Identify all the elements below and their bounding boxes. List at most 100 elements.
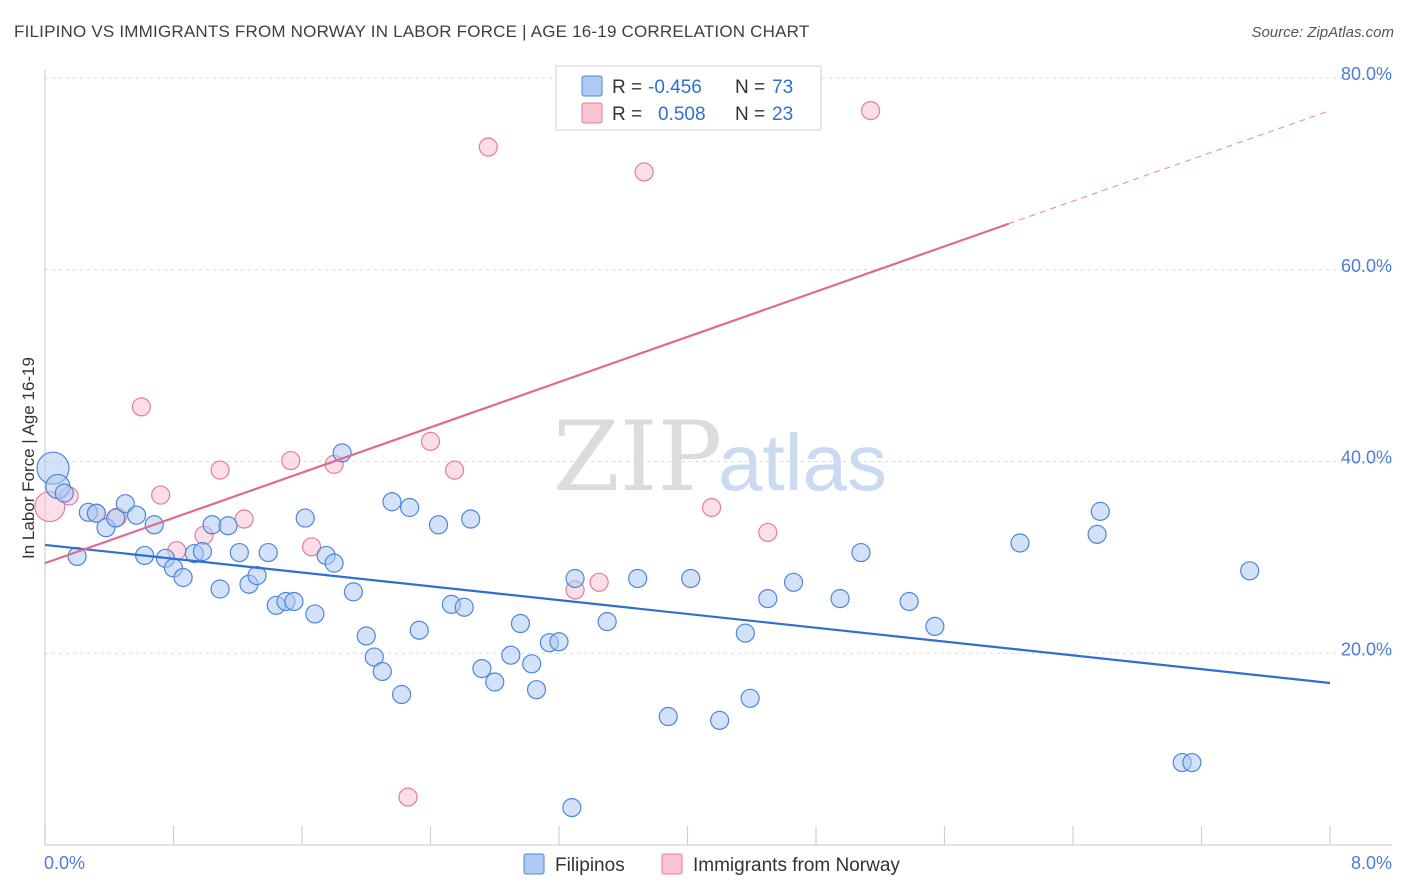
norway-point <box>758 522 778 543</box>
legend-n-label-norway: N = <box>735 104 765 125</box>
y-tick-label-40: 40.0% <box>1341 448 1392 468</box>
filipinos-point <box>258 542 278 563</box>
gridlines <box>45 77 1392 654</box>
filipinos-point <box>783 572 804 592</box>
filipinos-point <box>54 483 74 503</box>
legend-swatch-norway <box>581 102 603 124</box>
filipinos-point <box>115 494 135 514</box>
filipinos-point <box>472 658 492 679</box>
filipinos-point <box>305 604 325 624</box>
filipinos-point <box>372 661 392 682</box>
filipinos-point <box>1240 561 1260 581</box>
y-tick-label-80: 80.0% <box>1341 64 1392 84</box>
filipinos-point <box>710 710 730 730</box>
filipinos-point <box>851 542 871 563</box>
filipinos-point <box>565 568 585 589</box>
filipinos-point <box>126 505 147 525</box>
filipinos-point <box>501 645 521 665</box>
series-legend: Filipinos Immigrants from Norway <box>523 853 900 876</box>
norway-point <box>210 460 230 480</box>
bottom-legend-swatch-filipinos <box>523 853 545 875</box>
norway-point <box>478 137 498 157</box>
filipinos-point <box>409 620 429 640</box>
y-axis-label: In Labor Force | Age 16-19 <box>19 357 38 559</box>
filipinos-point <box>343 582 363 602</box>
filipinos-point <box>628 568 648 589</box>
filipinos-point <box>549 632 569 652</box>
filipinos-point <box>210 579 230 599</box>
norway-point <box>302 537 322 557</box>
bottom-legend-label-filipinos: Filipinos <box>555 855 625 876</box>
correlation-legend: R = -0.456 N = 73 R = 0.508 N = 23 <box>555 65 822 131</box>
filipinos-point <box>284 591 304 612</box>
watermark: ZIP atlas <box>553 401 887 513</box>
trend-line-filipinos <box>44 543 1331 685</box>
filipinos-point <box>562 798 582 818</box>
filipinos-point <box>597 612 617 632</box>
filipinos-point <box>925 616 945 637</box>
filipinos-point <box>740 688 760 708</box>
chart-title: FILIPINO VS IMMIGRANTS FROM NORWAY IN LA… <box>14 22 810 41</box>
norway-point <box>234 509 254 529</box>
filipinos-point <box>202 515 222 535</box>
legend-r-value-filipinos: -0.456 <box>648 77 702 98</box>
norway-point <box>151 485 171 505</box>
chart-source: Source: ZipAtlas.com <box>1251 24 1394 41</box>
filipinos-point <box>899 591 919 612</box>
legend-n-value-filipinos: 73 <box>772 77 793 98</box>
norway-point <box>861 100 881 121</box>
x-tick-label-max: 8.0% <box>1351 853 1392 873</box>
bottom-legend-swatch-norway <box>661 853 683 875</box>
norway-point <box>281 450 301 471</box>
y-tick-label-60: 60.0% <box>1341 256 1392 276</box>
y-tick-labels: 20.0% 40.0% 60.0% 80.0% <box>1341 64 1392 659</box>
filipinos-point <box>106 508 126 528</box>
filipinos-point <box>1090 501 1110 521</box>
watermark-atlas: atlas <box>718 418 887 507</box>
legend-r-label-norway: R = <box>612 104 642 125</box>
filipinos-point <box>324 553 344 573</box>
filipinos-point <box>428 515 449 535</box>
y-tick-label-20: 20.0% <box>1341 639 1392 659</box>
norway-point <box>701 497 722 518</box>
filipinos-point <box>485 672 505 692</box>
legend-swatch-filipinos <box>581 75 603 97</box>
watermark-zip: ZIP <box>553 401 722 513</box>
filipinos-point <box>218 516 238 536</box>
filipinos-point <box>526 680 547 700</box>
filipinos-point <box>830 589 850 609</box>
filipinos-point <box>192 542 213 562</box>
norway-point <box>131 397 151 417</box>
filipinos-point <box>295 508 315 528</box>
filipinos-point <box>391 684 412 705</box>
filipinos-point <box>454 597 474 617</box>
legend-r-label-filipinos: R = <box>612 77 642 98</box>
bottom-legend-label-norway: Immigrants from Norway <box>693 855 900 876</box>
filipinos-point <box>173 567 193 588</box>
filipinos-point <box>356 626 376 646</box>
filipinos-point <box>658 706 678 727</box>
filipinos-point <box>461 509 481 529</box>
filipinos-point <box>382 492 402 512</box>
filipinos-point <box>1010 533 1030 553</box>
legend-n-label-filipinos: N = <box>735 77 765 98</box>
norway-point <box>589 572 609 592</box>
filipinos-point <box>758 589 778 609</box>
legend-n-value-norway: 23 <box>772 104 793 125</box>
trend-line-norway <box>44 222 1010 565</box>
norway-point <box>444 460 465 480</box>
x-tick-label-min: 0.0% <box>44 853 85 873</box>
filipinos-point <box>86 503 107 523</box>
filipinos-point <box>735 623 755 643</box>
filipinos-point <box>364 647 384 667</box>
trend-line-norway-extension <box>1008 110 1331 225</box>
filipinos-point <box>522 654 542 674</box>
filipinos-point <box>1087 524 1107 544</box>
norway-point <box>420 431 441 451</box>
filipinos-point <box>400 497 420 518</box>
norway-point <box>634 162 654 182</box>
filipinos-point <box>681 568 701 589</box>
legend-r-value-norway: 0.508 <box>658 104 706 125</box>
filipinos-point <box>1182 752 1202 773</box>
